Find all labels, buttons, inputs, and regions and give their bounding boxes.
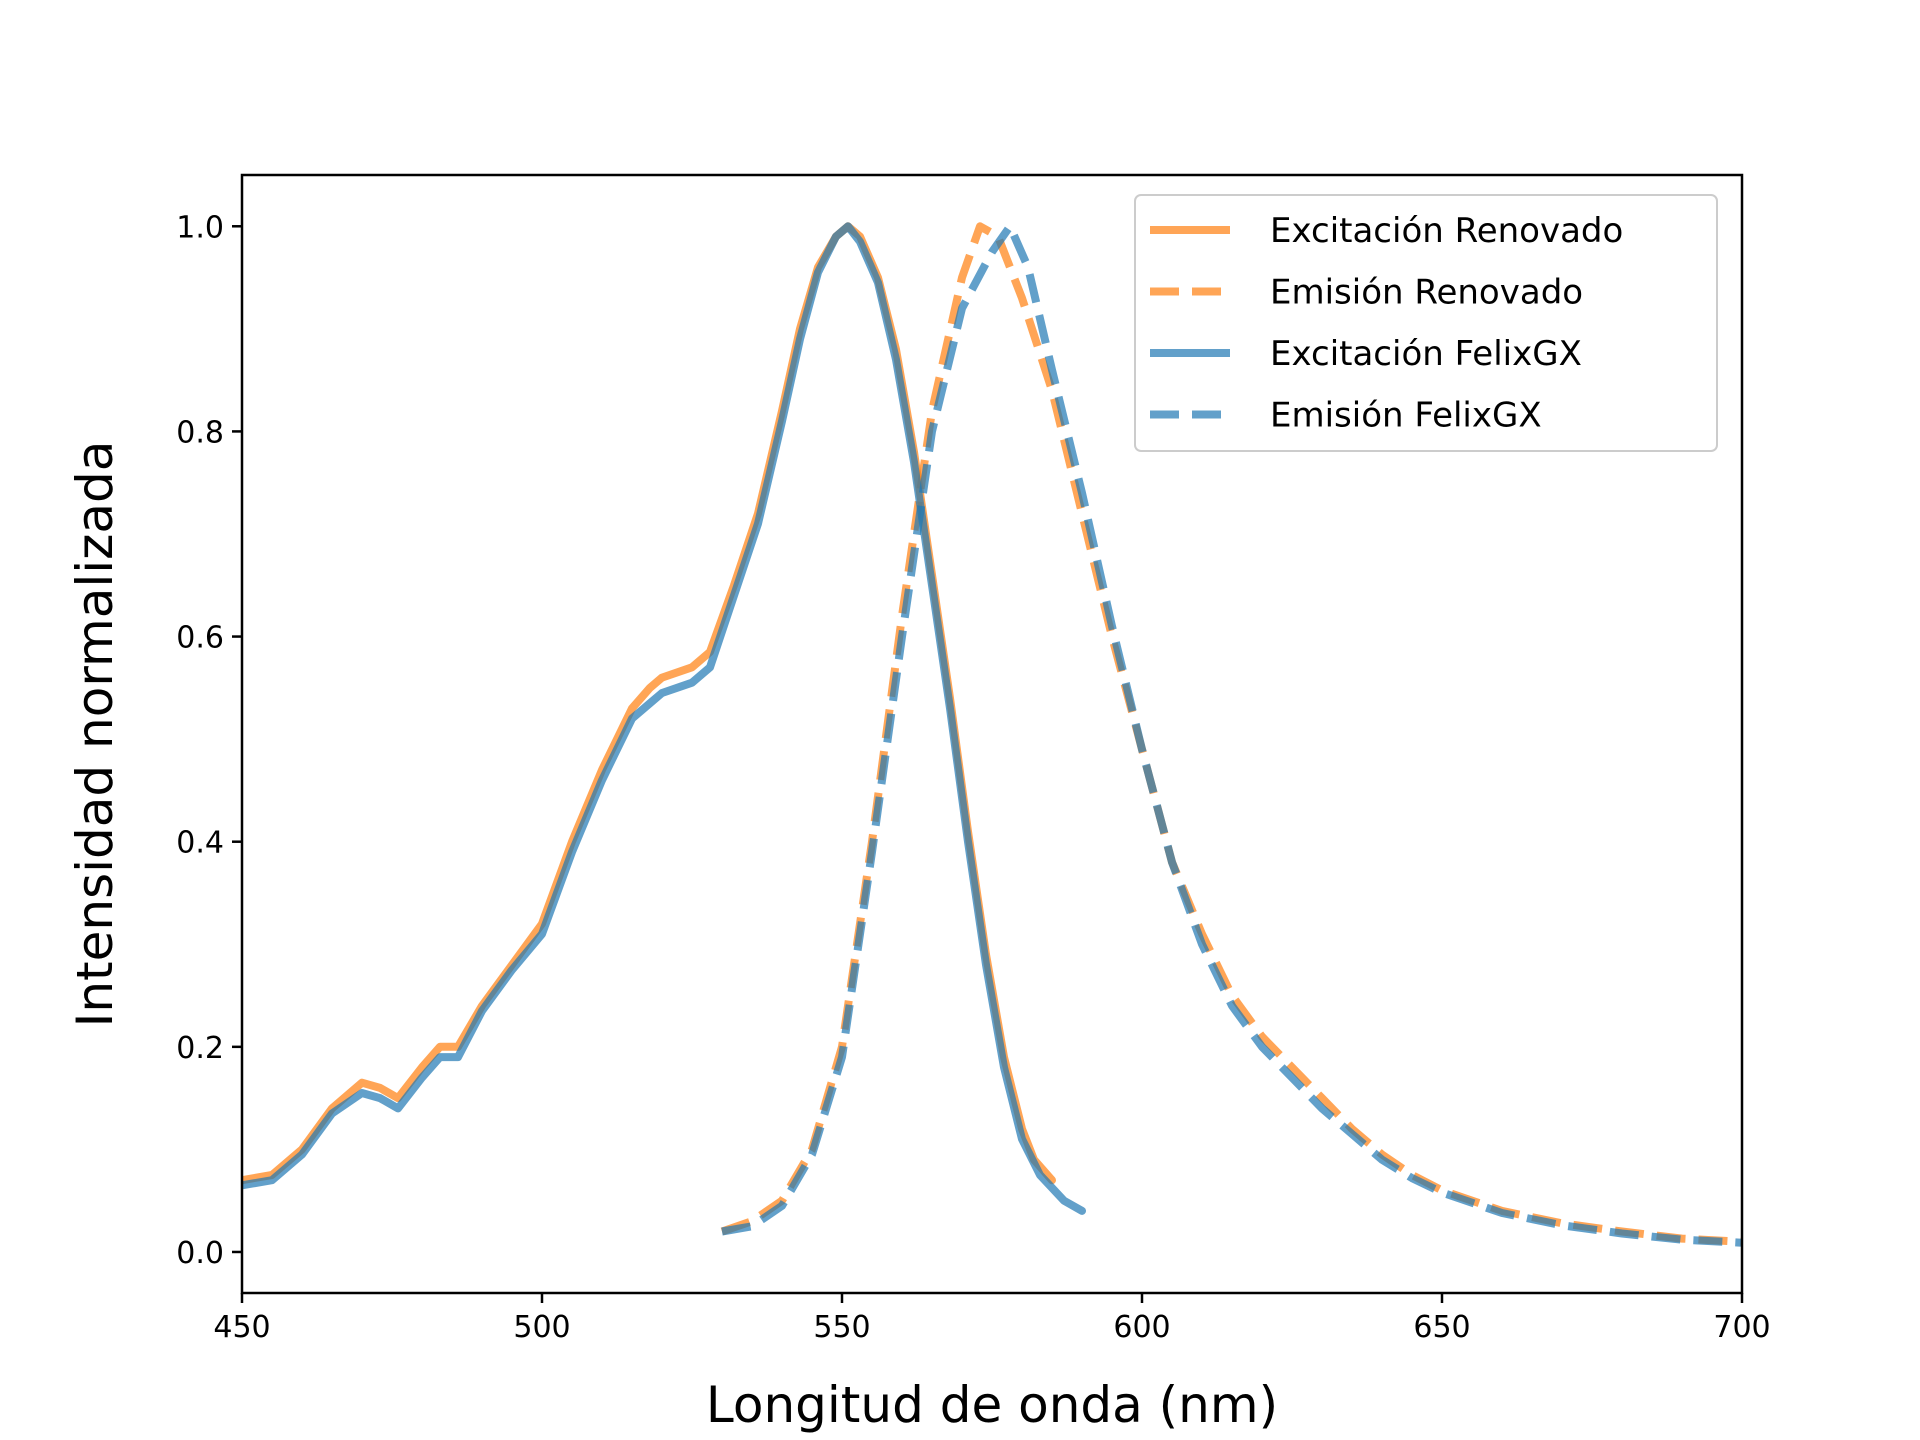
legend-label: Excitación FelixGX: [1270, 334, 1582, 374]
y-tick-label: 0.0: [176, 1236, 224, 1271]
plot-frame: [240, 173, 1744, 1295]
y-tick-label: 0.6: [176, 621, 224, 656]
y-tick-label: 1.0: [176, 210, 224, 245]
y-axis-label: Intensidad normalizada: [66, 441, 124, 1028]
series-line-excitacion-felixgx: [242, 222, 1086, 1215]
series-line-emision-felixgx: [721, 222, 1742, 1247]
x-tick-label: 600: [1113, 1310, 1170, 1345]
series-layer: [242, 222, 1742, 1247]
x-tick-label: 500: [513, 1310, 570, 1345]
x-axis-label: Longitud de onda (nm): [706, 1376, 1278, 1434]
x-tick-label: 650: [1413, 1310, 1470, 1345]
y-tick-label: 0.2: [176, 1031, 224, 1066]
legend-box: [1134, 194, 1718, 452]
y-tick-label: 0.4: [176, 826, 224, 861]
y-tick-label: 0.8: [176, 415, 224, 450]
x-tick-label: 550: [813, 1310, 870, 1345]
legend-label: Emisión FelixGX: [1270, 396, 1542, 436]
legend-label: Excitación Renovado: [1270, 211, 1623, 251]
x-tick-label: 450: [213, 1310, 270, 1345]
x-axis: 450 500 550 600 650 700: [213, 1293, 1771, 1345]
x-tick-label: 700: [1713, 1310, 1770, 1345]
legend: Excitación Renovado Emisión Renovado Excit…: [1134, 194, 1718, 452]
y-axis: 0.0 0.2 0.4 0.6 0.8 1.0: [176, 210, 242, 1271]
legend-label: Emisión Renovado: [1270, 273, 1583, 313]
